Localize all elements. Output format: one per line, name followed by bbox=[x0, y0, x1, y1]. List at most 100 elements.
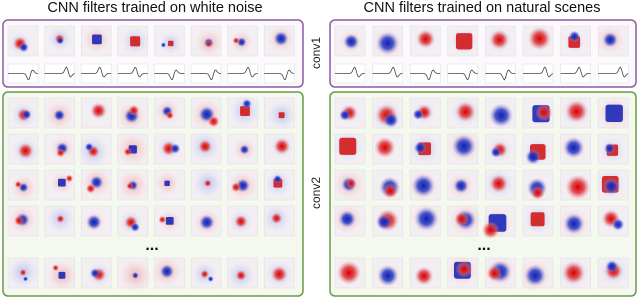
center bbox=[131, 271, 139, 279]
layer-label: conv1 bbox=[309, 37, 323, 69]
filter-tile bbox=[597, 256, 629, 289]
center bbox=[455, 101, 476, 122]
filter-tile bbox=[7, 256, 40, 289]
center bbox=[565, 100, 588, 123]
filter-tile bbox=[154, 205, 185, 237]
side bbox=[611, 218, 625, 231]
filter-tile bbox=[596, 25, 629, 57]
side bbox=[18, 42, 29, 53]
filter-images bbox=[7, 25, 631, 292]
trace bbox=[154, 69, 185, 80]
filter-tile bbox=[519, 257, 554, 292]
filter-tile bbox=[485, 25, 516, 57]
side bbox=[490, 146, 502, 158]
center bbox=[130, 36, 141, 47]
filter-tile bbox=[190, 25, 223, 57]
filter-tile bbox=[370, 97, 403, 131]
filter-tile bbox=[409, 25, 441, 57]
temporal-trace bbox=[447, 63, 479, 84]
center bbox=[199, 214, 215, 231]
filter-tile bbox=[44, 133, 75, 165]
center bbox=[489, 103, 513, 128]
filter-tile bbox=[409, 257, 441, 289]
trace bbox=[81, 66, 112, 78]
filter-tile bbox=[447, 203, 482, 237]
temporal-trace bbox=[227, 63, 258, 84]
filter-tile bbox=[332, 130, 366, 165]
side bbox=[383, 112, 399, 128]
side bbox=[205, 40, 213, 48]
trace bbox=[335, 66, 365, 78]
center bbox=[339, 137, 357, 155]
filter-tile bbox=[447, 96, 481, 129]
trace bbox=[117, 67, 148, 78]
filter-tile bbox=[227, 94, 262, 129]
center bbox=[338, 210, 357, 228]
trace bbox=[598, 66, 629, 78]
center bbox=[563, 137, 585, 159]
temporal-trace bbox=[372, 63, 403, 84]
center bbox=[455, 33, 473, 50]
center bbox=[343, 33, 360, 50]
center bbox=[17, 142, 34, 159]
filter-tile bbox=[408, 169, 441, 201]
center bbox=[453, 178, 469, 194]
side bbox=[273, 174, 282, 184]
filter-tile bbox=[227, 133, 258, 165]
filter-tile bbox=[7, 205, 39, 237]
center bbox=[452, 134, 476, 159]
center bbox=[563, 213, 585, 235]
temporal-trace bbox=[263, 63, 295, 84]
filter-tile bbox=[263, 257, 295, 289]
temporal-trace bbox=[334, 63, 366, 84]
center bbox=[414, 266, 434, 286]
center bbox=[271, 265, 288, 283]
filter-tile bbox=[263, 133, 295, 165]
filter-tile bbox=[154, 169, 185, 201]
side bbox=[568, 30, 581, 43]
filter-tile bbox=[117, 97, 149, 131]
side bbox=[231, 182, 242, 193]
center bbox=[168, 40, 174, 47]
filter-tile bbox=[447, 169, 479, 201]
filter-tile bbox=[154, 25, 185, 57]
filter-tile bbox=[227, 169, 258, 201]
center bbox=[198, 139, 213, 154]
filter-tile bbox=[485, 97, 516, 129]
side bbox=[160, 42, 167, 48]
center bbox=[56, 214, 65, 223]
filter-tile bbox=[333, 169, 366, 201]
side bbox=[345, 177, 357, 189]
center bbox=[374, 136, 396, 158]
temporal-trace bbox=[154, 63, 185, 84]
center bbox=[524, 264, 547, 287]
filter-tile bbox=[44, 257, 78, 291]
filter-tile bbox=[80, 257, 112, 289]
side bbox=[455, 260, 473, 278]
side bbox=[84, 142, 94, 152]
trace bbox=[447, 69, 478, 81]
center bbox=[336, 260, 361, 285]
side bbox=[65, 174, 74, 183]
center bbox=[164, 180, 170, 186]
temporal-trace bbox=[190, 63, 222, 84]
center bbox=[58, 271, 66, 279]
center bbox=[239, 144, 250, 155]
conv1-box-right bbox=[329, 19, 637, 88]
filter-tile bbox=[485, 133, 516, 165]
filter-tile bbox=[560, 169, 591, 201]
side bbox=[602, 178, 620, 195]
filter-tile bbox=[558, 257, 591, 289]
side bbox=[530, 185, 545, 200]
filter-tile bbox=[7, 133, 40, 165]
center bbox=[270, 212, 283, 224]
filter-tile bbox=[151, 256, 185, 289]
filter-tile bbox=[7, 97, 39, 129]
filter-tile bbox=[262, 203, 295, 237]
filter-tile bbox=[409, 133, 441, 165]
filter-tile bbox=[117, 169, 149, 201]
side bbox=[56, 36, 64, 45]
filter-tile bbox=[80, 205, 112, 237]
temporal-trace bbox=[597, 63, 629, 84]
side bbox=[339, 109, 351, 121]
